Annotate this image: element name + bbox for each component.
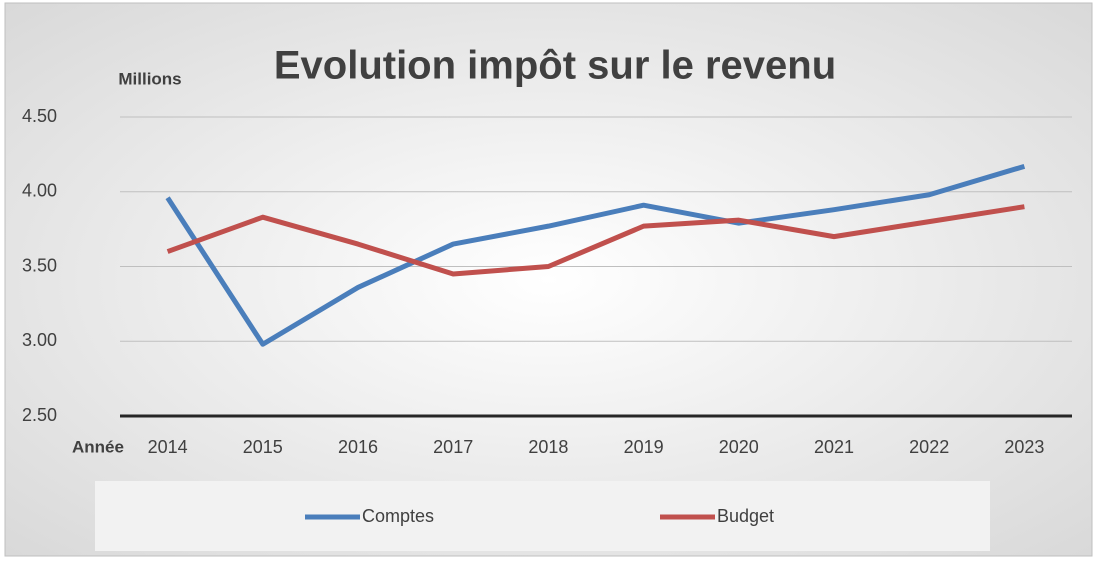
x-tick-label: 2017: [433, 437, 473, 457]
y-tick-label: 3.00: [22, 330, 57, 350]
legend-label: Budget: [717, 506, 774, 526]
y-tick-label: 4.00: [22, 181, 57, 201]
x-tick-label: 2018: [528, 437, 568, 457]
x-tick-label: 2019: [624, 437, 664, 457]
x-tick-label: 2015: [243, 437, 283, 457]
y-axis-label: Millions: [118, 69, 181, 88]
x-tick-label: 2014: [148, 437, 188, 457]
x-tick-label: 2016: [338, 437, 378, 457]
y-tick-label: 2.50: [22, 405, 57, 425]
y-tick-label: 3.50: [22, 255, 57, 275]
series-line: [165, 163, 1026, 347]
y-tick-label: 4.50: [22, 106, 57, 126]
x-tick-label: 2022: [909, 437, 949, 457]
legend-label: Comptes: [362, 506, 434, 526]
chart-title: Evolution impôt sur le revenu: [274, 44, 836, 88]
legend-box: [95, 481, 990, 551]
x-tick-label: 2020: [719, 437, 759, 457]
x-axis-label: Année: [72, 437, 124, 456]
series-line: [166, 204, 1025, 277]
x-tick-label: 2021: [814, 437, 854, 457]
x-tick-label: 2023: [1004, 437, 1044, 457]
chart-background: [4, 2, 1093, 557]
